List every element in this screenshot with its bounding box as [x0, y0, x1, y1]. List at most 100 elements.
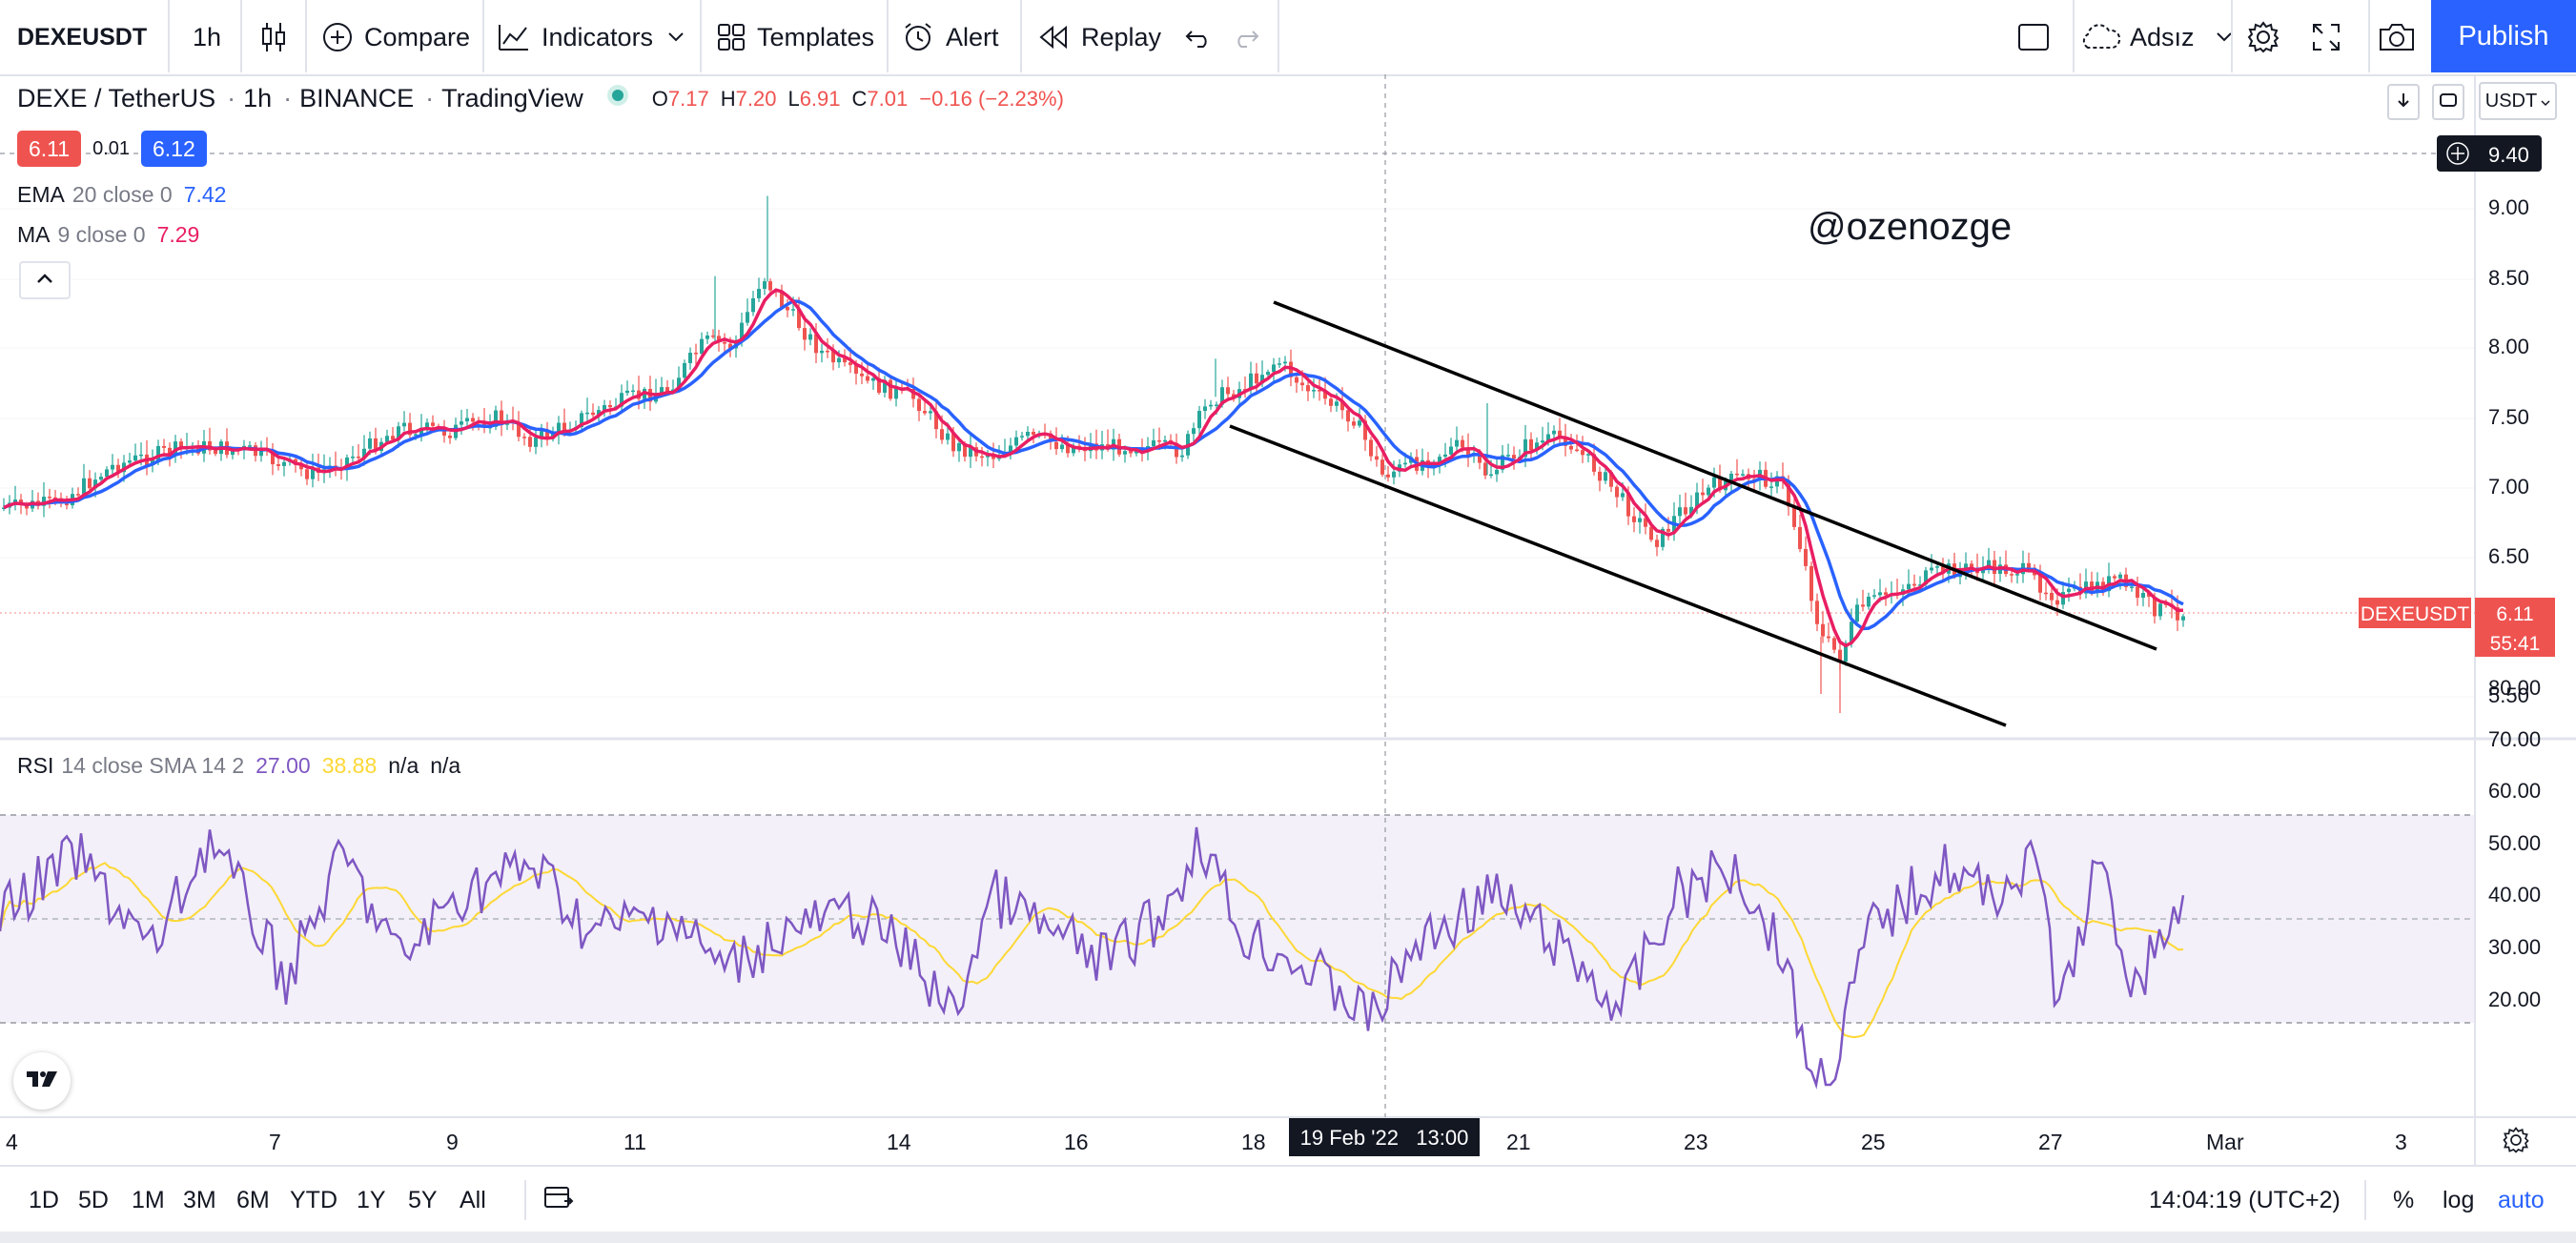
- chart-type-button[interactable]: [259, 0, 288, 74]
- crosshair-price-text: 9.40: [2488, 143, 2529, 167]
- clock-timezone[interactable]: 14:04:19 (UTC+2): [2149, 1167, 2341, 1233]
- candle-body: [1970, 563, 1973, 569]
- symbol-legend[interactable]: DEXE / TetherUS · 1h · BINANCE · Trading…: [17, 84, 1064, 112]
- candle-body: [128, 460, 132, 463]
- chart-settings-button[interactable]: [2502, 1126, 2530, 1159]
- candle-body: [2153, 596, 2157, 617]
- candle-body: [1335, 401, 1339, 406]
- candle-body: [1129, 451, 1133, 454]
- range-button-all[interactable]: All: [460, 1186, 486, 1213]
- range-button-1y[interactable]: 1Y: [357, 1186, 386, 1213]
- candle-body: [357, 456, 360, 458]
- rsi-legend[interactable]: RSI 14 close SMA 14 2 27.00 38.88 n/a n/…: [17, 753, 472, 779]
- arrow-down-icon: [2396, 92, 2411, 113]
- range-button-5y[interactable]: 5Y: [408, 1186, 438, 1213]
- candle-body: [305, 469, 309, 479]
- range-button-3m[interactable]: 3M: [183, 1186, 216, 1213]
- candle-body: [1455, 439, 1459, 447]
- snapshot-button[interactable]: [2378, 0, 2416, 74]
- channel-upper-line[interactable]: [1273, 300, 2157, 651]
- ema-legend[interactable]: EMA 20 close 0 7.42: [17, 182, 237, 208]
- ohlc-h-label: H: [720, 86, 736, 111]
- replay-label: Replay: [1081, 22, 1162, 51]
- candle-body: [1495, 469, 1499, 475]
- ohlc-change: −0.16 (−2.23%): [919, 86, 1064, 111]
- candle-body: [1546, 434, 1550, 441]
- range-button-ytd[interactable]: YTD: [290, 1186, 337, 1213]
- price-axis-label: 7.00: [2488, 475, 2529, 499]
- candle-body: [1792, 506, 1796, 527]
- ohlc-l-label: L: [787, 86, 800, 111]
- collapse-legend-button[interactable]: [19, 261, 71, 299]
- candle-body: [1541, 440, 1544, 443]
- candle-body: [282, 461, 286, 466]
- ask-button[interactable]: 6.12: [141, 131, 207, 167]
- candle-body: [271, 449, 275, 465]
- candle-body: [1318, 390, 1321, 392]
- chart-area[interactable]: 9.40 DEXEUSDT 6.11 55:41 19 Feb '22 13:0…: [0, 74, 2576, 1165]
- scroll-to-realtime-button[interactable]: [2387, 84, 2420, 120]
- publish-button[interactable]: Publish: [2431, 0, 2576, 72]
- templates-button[interactable]: Templates: [717, 0, 874, 74]
- redo-button[interactable]: [1232, 0, 1260, 74]
- candle-body: [969, 447, 972, 458]
- candle-body: [934, 411, 938, 430]
- tradingview-logo[interactable]: [13, 1052, 71, 1110]
- ma-legend[interactable]: MA 9 close 0 7.29: [17, 222, 211, 248]
- candle-body: [105, 469, 109, 478]
- range-button-6m[interactable]: 6M: [236, 1186, 270, 1213]
- candle-body: [1226, 387, 1230, 395]
- price-axis-label: 6.50: [2488, 544, 2529, 568]
- candle-body: [848, 362, 852, 366]
- candle-body: [1501, 455, 1504, 470]
- candle-body: [1392, 471, 1396, 478]
- candle-body: [854, 365, 858, 374]
- currency-select[interactable]: USDT: [2479, 82, 2557, 120]
- candle-body: [2, 507, 6, 509]
- chevron-down-icon: [2216, 31, 2233, 43]
- compare-button[interactable]: Compare: [322, 0, 470, 74]
- percent-scale-button[interactable]: %: [2393, 1167, 2414, 1233]
- alert-button[interactable]: Alert: [902, 0, 999, 74]
- candle-body: [1701, 492, 1705, 496]
- auto-scale-button[interactable]: auto: [2498, 1167, 2545, 1233]
- candle-body: [1340, 401, 1344, 411]
- range-button-5d[interactable]: 5D: [78, 1186, 109, 1213]
- range-button-1m[interactable]: 1M: [132, 1186, 165, 1213]
- candle-body: [1375, 456, 1379, 460]
- time-axis-label: 11: [624, 1130, 646, 1154]
- settings-button[interactable]: [2246, 0, 2280, 74]
- channel-lower-line[interactable]: [1229, 424, 2007, 727]
- candle-body: [603, 404, 606, 411]
- candle-body: [866, 376, 869, 381]
- ohlc-o-label: O: [651, 86, 668, 111]
- indicators-dropdown[interactable]: [667, 0, 685, 74]
- rsi-axis-label: 70.00: [2488, 727, 2542, 751]
- bid-button[interactable]: 6.11: [17, 131, 82, 167]
- fullscreen-button[interactable]: [2311, 0, 2341, 74]
- candle-body: [2027, 562, 2031, 568]
- undo-button[interactable]: [1184, 0, 1213, 74]
- rsi-axis-label: 50.00: [2488, 831, 2542, 855]
- range-button-1d[interactable]: 1D: [29, 1186, 59, 1213]
- candle-body: [1323, 390, 1327, 399]
- layout-rectangle-button[interactable]: [2017, 0, 2050, 74]
- candle-body: [1684, 507, 1687, 515]
- interval-button[interactable]: 1h: [193, 0, 221, 74]
- candle-body: [248, 445, 252, 447]
- replay-button[interactable]: Replay: [1039, 0, 1161, 74]
- log-scale-button[interactable]: log: [2443, 1167, 2474, 1233]
- candle-body: [820, 350, 824, 354]
- candle-body: [345, 457, 349, 470]
- indicators-button[interactable]: Indicators: [498, 0, 653, 74]
- candle-body: [431, 422, 435, 426]
- reset-scale-button[interactable]: [2432, 84, 2464, 120]
- symbol-search-button[interactable]: DEXEUSDT: [17, 0, 147, 74]
- candle-body: [1575, 449, 1579, 452]
- candle-body: [494, 410, 498, 427]
- date-range-button[interactable]: [543, 1167, 574, 1233]
- candle-body: [1649, 526, 1653, 540]
- candle-body: [1632, 516, 1636, 522]
- candle-body: [1918, 584, 1922, 586]
- layout-name-button[interactable]: Adsız: [2078, 0, 2233, 74]
